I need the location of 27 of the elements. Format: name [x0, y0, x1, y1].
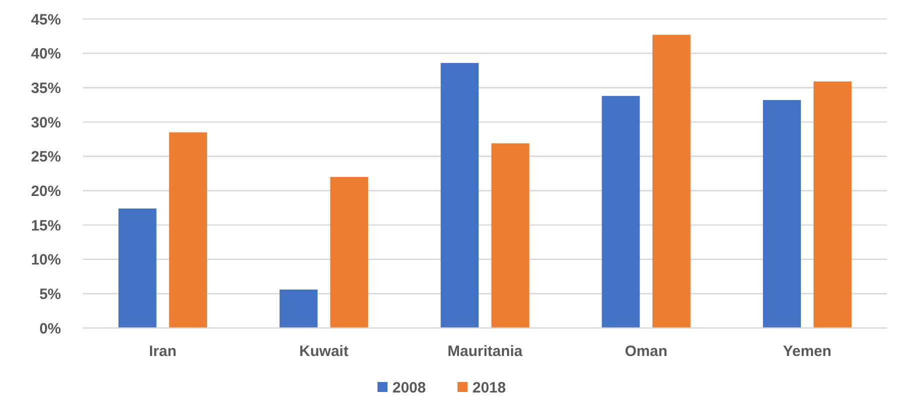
y-tick-label: 35% [30, 80, 61, 97]
legend-label: 2018 [472, 379, 506, 396]
bar [330, 176, 368, 328]
x-tick-label: Oman [624, 343, 668, 360]
x-tick-label: Yemen [783, 343, 832, 360]
bar [440, 62, 479, 328]
bar [491, 143, 530, 328]
y-tick-label: 15% [30, 217, 61, 234]
x-tick-label: Mauritania [447, 343, 524, 360]
y-tick-label: 0% [39, 320, 61, 338]
y-tick-label: 45% [30, 11, 61, 28]
x-tick-label: Iran [149, 343, 177, 360]
bar [169, 132, 208, 328]
y-tick-label: 20% [30, 182, 61, 200]
y-tick-label: 5% [39, 286, 61, 303]
bar [118, 208, 156, 328]
y-tick-label: 30% [30, 114, 61, 132]
y-tick-label: 25% [30, 148, 61, 166]
x-tick-label: Kuwait [299, 343, 348, 360]
bar [814, 81, 852, 328]
bar [280, 290, 318, 328]
legend-label: 2008 [392, 379, 426, 396]
bar [652, 34, 690, 328]
y-tick-label: 40% [30, 46, 61, 63]
bar [602, 96, 640, 328]
bar [762, 100, 801, 328]
y-tick-label: 10% [30, 252, 61, 269]
